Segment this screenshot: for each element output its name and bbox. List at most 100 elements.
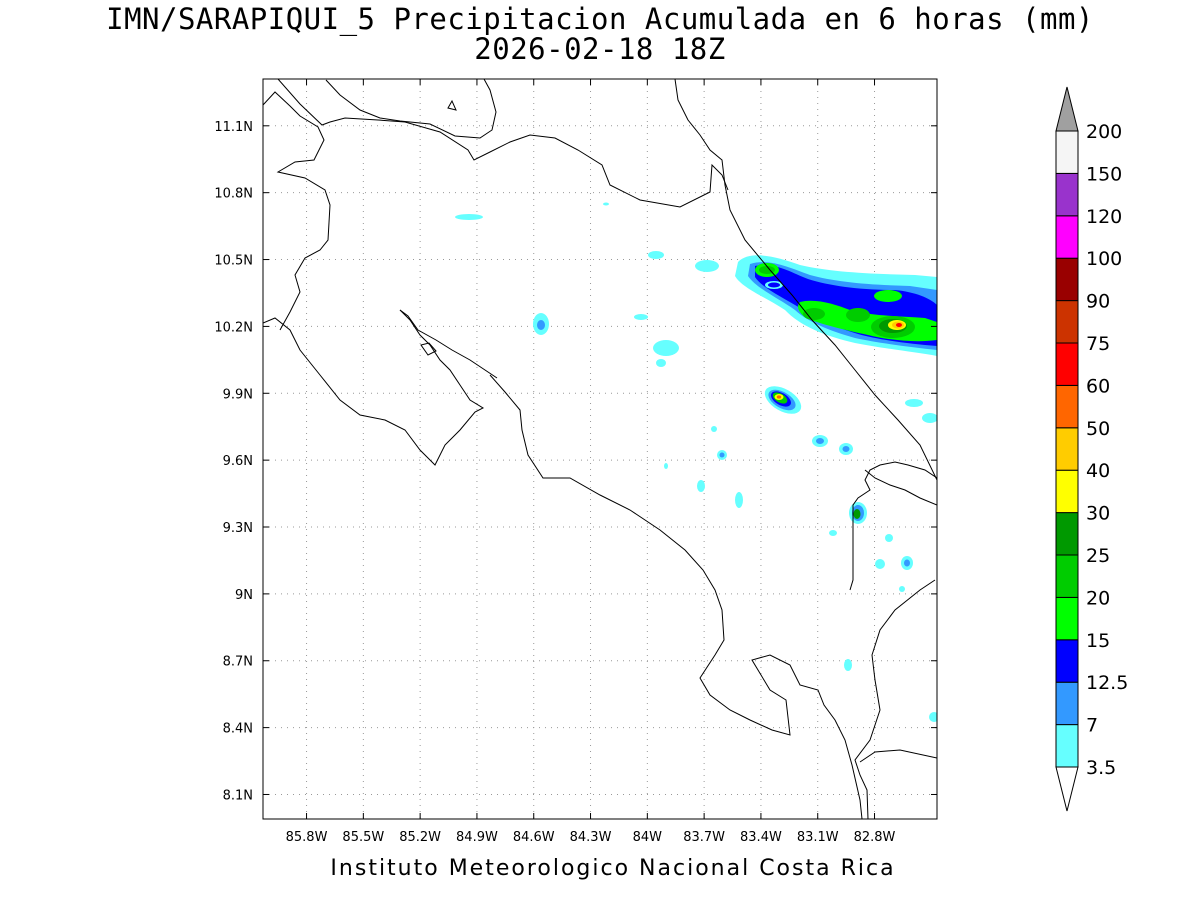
rain-cell: [846, 308, 870, 322]
rain-cell: [695, 260, 719, 272]
colorbar-label: 90: [1086, 291, 1110, 313]
rain-cell: [648, 251, 664, 259]
x-tick-label: 83.4W: [740, 830, 782, 845]
rain-cell: [874, 290, 902, 302]
colorbar-label: 50: [1086, 418, 1110, 440]
colorbar-swatch: [1055, 469, 1079, 514]
rain-cell: [537, 320, 545, 330]
rain-cell: [656, 359, 666, 367]
colorbar-label: 15: [1086, 630, 1110, 652]
costa-rica-panama-border: [849, 461, 937, 591]
map-axes: 85.8W 85.5W 85.2W 84.9W 84.6W 84.3W 84W 83.7W 83…: [214, 79, 937, 845]
y-tick-label: 9N: [235, 588, 253, 603]
x-tick-label: 83.1W: [797, 830, 839, 845]
colorbar-label: 12.5: [1086, 672, 1128, 694]
costa-rica-pacific-coast-north: [263, 309, 485, 466]
nicaragua-pacific-coast: [263, 91, 331, 331]
x-tick-label: 83.7W: [683, 830, 725, 845]
colorbar-swatch: [1055, 681, 1079, 726]
rain-cell: [653, 340, 679, 356]
rain-cell: [768, 282, 780, 288]
precipitation-field: [455, 202, 937, 722]
colorbar-label: 20: [1086, 587, 1110, 609]
colorbar-bottom-arrow: [1055, 766, 1079, 812]
lake-island: [447, 99, 457, 111]
rain-cell: [803, 308, 825, 320]
x-tick-label: 84W: [633, 830, 663, 845]
colorbar-label: 200: [1086, 121, 1122, 143]
colorbar-label: 7: [1086, 715, 1098, 737]
nicoya-gulf-coast: [399, 309, 498, 379]
rain-cell: [719, 452, 725, 458]
x-tick-label: 84.9W: [456, 830, 498, 845]
colorbar-swatch: [1055, 639, 1079, 683]
rain-cell: [904, 559, 910, 567]
costa-rica-pacific-coast-central: [489, 374, 863, 819]
y-tick-label: 11.1N: [214, 120, 253, 135]
y-tick-label: 9.9N: [223, 387, 253, 402]
rain-cell: [455, 214, 483, 220]
y-tick-label: 10.8N: [214, 187, 253, 202]
colorbar-top-arrow: [1055, 86, 1079, 132]
rain-cell: [853, 509, 861, 519]
rain-cell: [922, 413, 937, 423]
panama-southern-coast: [859, 749, 937, 763]
rain-cell: [634, 314, 648, 320]
colorbar-legend: 3.5 7 12.5 15 20 25 30 40 50 60 75 90 100 120 150 200: [1055, 86, 1128, 812]
rain-cell: [829, 530, 837, 536]
rain-cell: [842, 446, 850, 452]
rain-cell: [776, 395, 782, 399]
colorbar-label: 60: [1086, 375, 1110, 397]
colorbar-swatch: [1055, 215, 1079, 259]
nicoya-island: [420, 342, 437, 356]
colorbar-label: 40: [1086, 460, 1110, 482]
x-tick-label: 85.5W: [342, 830, 384, 845]
colorbar-label: 30: [1086, 503, 1110, 525]
rain-cell: [929, 712, 937, 722]
rain-cell-max: [896, 323, 902, 327]
colorbar-swatch: [1055, 554, 1079, 598]
nicaragua-border: [277, 79, 729, 208]
rain-cell: [664, 463, 668, 469]
colorbar-swatch: [1055, 130, 1079, 174]
lake-nicaragua-south: [325, 79, 497, 139]
x-tick-label: 84.3W: [570, 830, 612, 845]
rain-cell: [905, 399, 923, 407]
colorbar-swatch: [1055, 596, 1079, 641]
y-tick-label: 9.3N: [223, 521, 253, 536]
map-frame: [262, 78, 938, 820]
y-tick-label: 10.5N: [214, 254, 253, 269]
rain-cell: [899, 586, 905, 592]
y-tick-label: 8.1N: [223, 788, 253, 803]
colorbar-swatch: [1055, 724, 1079, 768]
costa-rica-caribbean-coast: [674, 79, 937, 481]
footer-credit: Instituto Meteorologico Nacional Costa R…: [330, 856, 896, 881]
colorbar-swatch: [1055, 384, 1079, 429]
rain-cell: [603, 202, 609, 206]
y-tick-label: 8.7N: [223, 655, 253, 670]
coastlines-borders: [263, 79, 937, 819]
colorbar-label: 3.5: [1086, 757, 1116, 779]
panama-pacific-coast: [854, 579, 936, 819]
map-subtitle-datetime: 2026-02-18 18Z: [474, 32, 726, 66]
colorbar-label: 150: [1086, 163, 1122, 185]
colorbar-label: 100: [1086, 248, 1122, 270]
rain-cell: [759, 266, 775, 274]
colorbar-swatch: [1055, 300, 1079, 344]
colorbar-label: 120: [1086, 206, 1122, 228]
rain-cell: [885, 534, 893, 542]
colorbar-swatch: [1055, 512, 1079, 556]
rain-cell: [711, 426, 717, 432]
rain-cell: [735, 492, 743, 508]
colorbar-swatch: [1055, 172, 1079, 217]
rain-cell: [816, 438, 824, 444]
y-tick-label: 9.6N: [223, 454, 253, 469]
colorbar-label: 75: [1086, 333, 1110, 355]
y-tick-label: 8.4N: [223, 722, 253, 737]
colorbar-swatch: [1055, 427, 1079, 471]
rain-cell: [875, 559, 885, 569]
map-gridlines: [263, 79, 937, 819]
colorbar-swatch: [1055, 257, 1079, 302]
map-title: IMN/SARAPIQUI_5 Precipitacion Acumulada …: [106, 2, 1094, 36]
